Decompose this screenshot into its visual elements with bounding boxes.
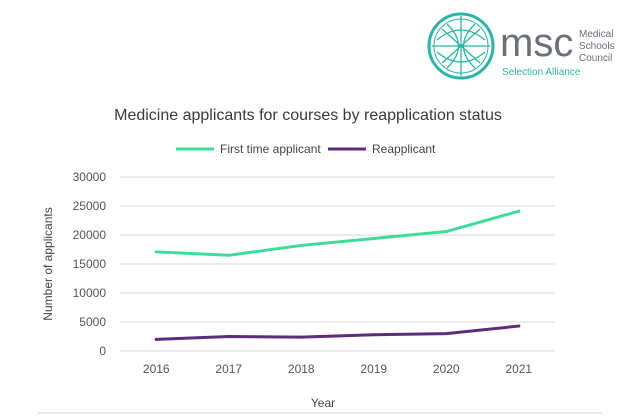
y-tick-label: 15000 [73, 257, 107, 271]
y-tick-label: 10000 [73, 286, 107, 300]
logo-acronym: msc [500, 21, 573, 65]
y-tick-label: 20000 [73, 228, 107, 242]
data-point [517, 209, 521, 213]
logo-org-line2: Schools [579, 41, 615, 52]
legend: First time applicant Reapplicant [176, 142, 436, 156]
x-tick-label: 2021 [505, 362, 532, 376]
x-tick-label: 2016 [143, 362, 170, 376]
data-point [299, 243, 303, 247]
series-line-first-time-applicant [154, 209, 521, 257]
y-tick-label: 30000 [73, 170, 107, 184]
x-tick-labels: 2016 2017 2018 2019 2020 2021 [143, 362, 533, 376]
y-axis-label: Number of applicants [41, 207, 55, 320]
data-point [227, 335, 231, 338]
y-tick-label: 5000 [79, 315, 106, 329]
x-tick-label: 2020 [433, 362, 460, 376]
data-point [444, 332, 448, 336]
legend-label-first-time: First time applicant [220, 142, 321, 156]
circular-network-emblem-icon [427, 12, 495, 80]
data-point [444, 230, 448, 234]
series-line-reapplicant [154, 324, 521, 341]
series-lines [154, 209, 521, 341]
logo-tagline: Selection Alliance [502, 67, 581, 78]
y-tick-labels: 0 5000 10000 15000 20000 25000 30000 [73, 170, 107, 358]
chart-title: Medicine applicants for courses by reapp… [114, 107, 502, 124]
logo-org-line1: Medical [579, 29, 613, 40]
legend-label-reapplicant: Reapplicant [372, 142, 436, 156]
y-tick-label: 25000 [73, 199, 107, 213]
x-axis-label: Year [311, 396, 335, 410]
data-point [154, 337, 158, 341]
msc-logo: msc Medical Schools Council Selection Al… [427, 12, 615, 80]
x-tick-label: 2018 [288, 362, 315, 376]
x-tick-label: 2019 [360, 362, 387, 376]
x-tick-label: 2017 [215, 362, 242, 376]
data-point [299, 335, 303, 339]
data-point [517, 324, 521, 328]
data-point [227, 253, 231, 257]
logo-org-line3: Council [579, 53, 612, 64]
y-tick-label: 0 [99, 344, 106, 358]
gridlines [120, 176, 555, 352]
data-point [372, 236, 376, 240]
data-point [372, 333, 376, 337]
data-point [154, 250, 158, 254]
